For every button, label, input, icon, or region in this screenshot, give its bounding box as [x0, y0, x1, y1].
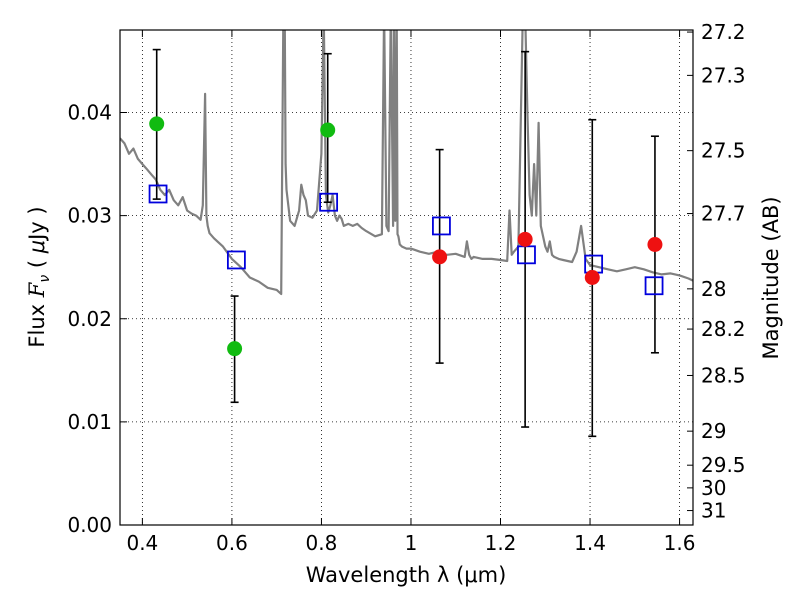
y2-tick-label: 27.2: [701, 20, 746, 44]
y-label-f: F: [25, 281, 49, 298]
labels-layer: Wavelength λ (μm) Magnitude (AB) Flux Fν…: [25, 196, 783, 587]
y-label-flux: Flux: [25, 297, 49, 347]
y2-tick-label: 27.5: [701, 139, 746, 163]
x-tick-label: 1.2: [485, 531, 517, 555]
model-square: [432, 216, 451, 236]
y2-tick-label: 27.3: [701, 63, 746, 87]
green-point: [320, 122, 336, 138]
y-tick-label: 0.04: [67, 101, 112, 125]
y-label-mu: μ: [25, 240, 49, 254]
y2-axis-label: Magnitude (AB): [759, 196, 783, 359]
model-square: [226, 250, 246, 270]
red-point: [517, 231, 533, 247]
model-square: [319, 192, 339, 212]
y2-tick-label: 30: [701, 476, 726, 500]
y-tick-label: 0.00: [67, 513, 112, 537]
x-tick-label: 1: [405, 531, 418, 555]
y-tick-label: 0.01: [67, 410, 112, 434]
red-point: [584, 270, 600, 285]
y-tick-label: 0.03: [67, 204, 112, 228]
y-tick-label: 0.02: [67, 307, 112, 331]
y-axis-label: Flux Fν ( μJy ): [25, 206, 53, 347]
y-label-nu: ν: [37, 275, 53, 283]
y2-tick-label: 27.7: [701, 202, 746, 226]
x-tick-label: 0.8: [306, 531, 338, 555]
spectrum-layer: [120, 30, 693, 296]
grid: [120, 30, 693, 525]
y2-tick-label: 28.5: [701, 363, 746, 387]
model-square: [148, 184, 168, 204]
ticks-layer: 0.4 0.6 0.8 1 1.2 1.4 1.6 0.00 0.01 0.02 0.03 0.04 2…: [67, 20, 745, 555]
red-point: [647, 237, 663, 252]
spectrum-line: [120, 30, 693, 296]
model-square: [584, 254, 604, 274]
red-point: [432, 249, 448, 265]
y2-tick-label: 28.2: [701, 317, 746, 341]
y-label-unit: Jy ): [25, 206, 49, 242]
plot-frame: [119, 29, 694, 526]
y2-tick-label: 29.5: [701, 453, 746, 477]
x-axis-label: Wavelength λ (μm): [306, 563, 507, 587]
model-square: [644, 276, 664, 296]
x-tick-label: 0.4: [126, 531, 158, 555]
y2-tick-label: 28: [701, 277, 726, 301]
y2-tick-label: 29: [701, 419, 726, 443]
green-point: [227, 341, 243, 357]
y2-tick-label: 31: [701, 499, 726, 523]
points-layer: [148, 116, 664, 357]
green-point: [149, 116, 165, 132]
x-tick-label: 1.6: [664, 531, 696, 555]
y-label-paren: (: [25, 253, 49, 275]
x-tick-label: 0.6: [216, 531, 248, 555]
model-square: [517, 245, 536, 265]
x-tick-label: 1.4: [574, 531, 606, 555]
